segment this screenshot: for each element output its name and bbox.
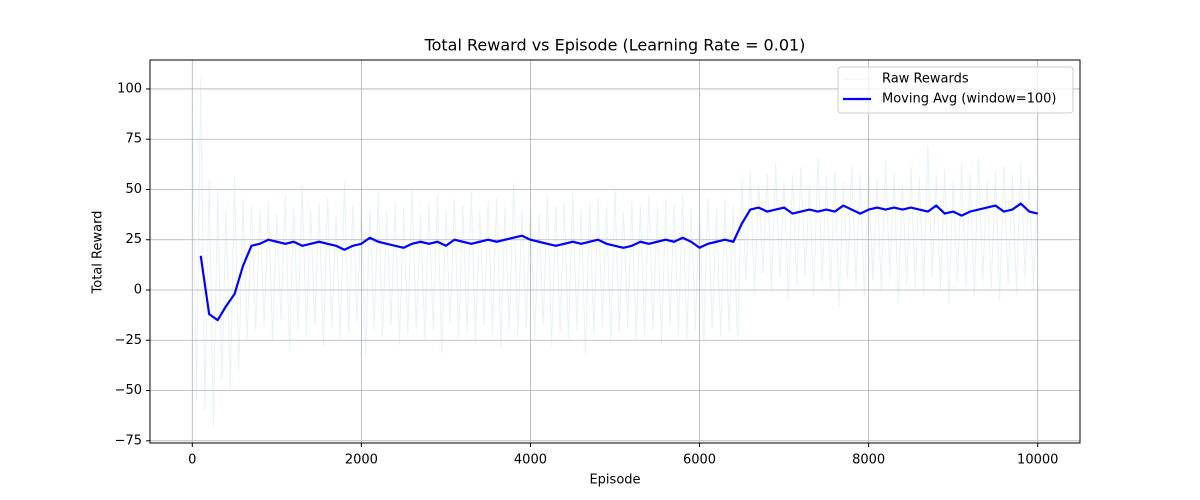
x-tick-label: 0 — [188, 453, 196, 468]
series-line — [199, 202, 1038, 322]
series-line — [191, 78, 1039, 428]
y-tick-label: 75 — [125, 132, 142, 147]
x-tick-label: 10000 — [1017, 453, 1058, 468]
y-axis-label: Total Reward — [91, 211, 106, 295]
y-tick-label: −50 — [115, 383, 142, 398]
y-tick-label: −75 — [115, 433, 142, 448]
x-tick-label: 8000 — [852, 453, 885, 468]
legend-label: Raw Rewards — [882, 72, 969, 87]
y-tick-label: 0 — [134, 283, 142, 298]
x-tick-label: 6000 — [683, 453, 716, 468]
x-axis-label: Episode — [589, 473, 640, 488]
y-tick-label: 25 — [125, 232, 142, 247]
y-tick-label: 50 — [125, 182, 142, 197]
y-tick-label: 100 — [117, 81, 142, 96]
x-tick-label: 4000 — [514, 453, 547, 468]
plot-frame — [149, 59, 1081, 444]
y-tick-label: −25 — [115, 333, 142, 348]
legend-box — [837, 66, 1074, 114]
chart-title: Total Reward vs Episode (Learning Rate =… — [424, 36, 806, 55]
legend-label: Moving Avg (window=100) — [882, 92, 1056, 107]
x-tick-label: 2000 — [345, 453, 378, 468]
